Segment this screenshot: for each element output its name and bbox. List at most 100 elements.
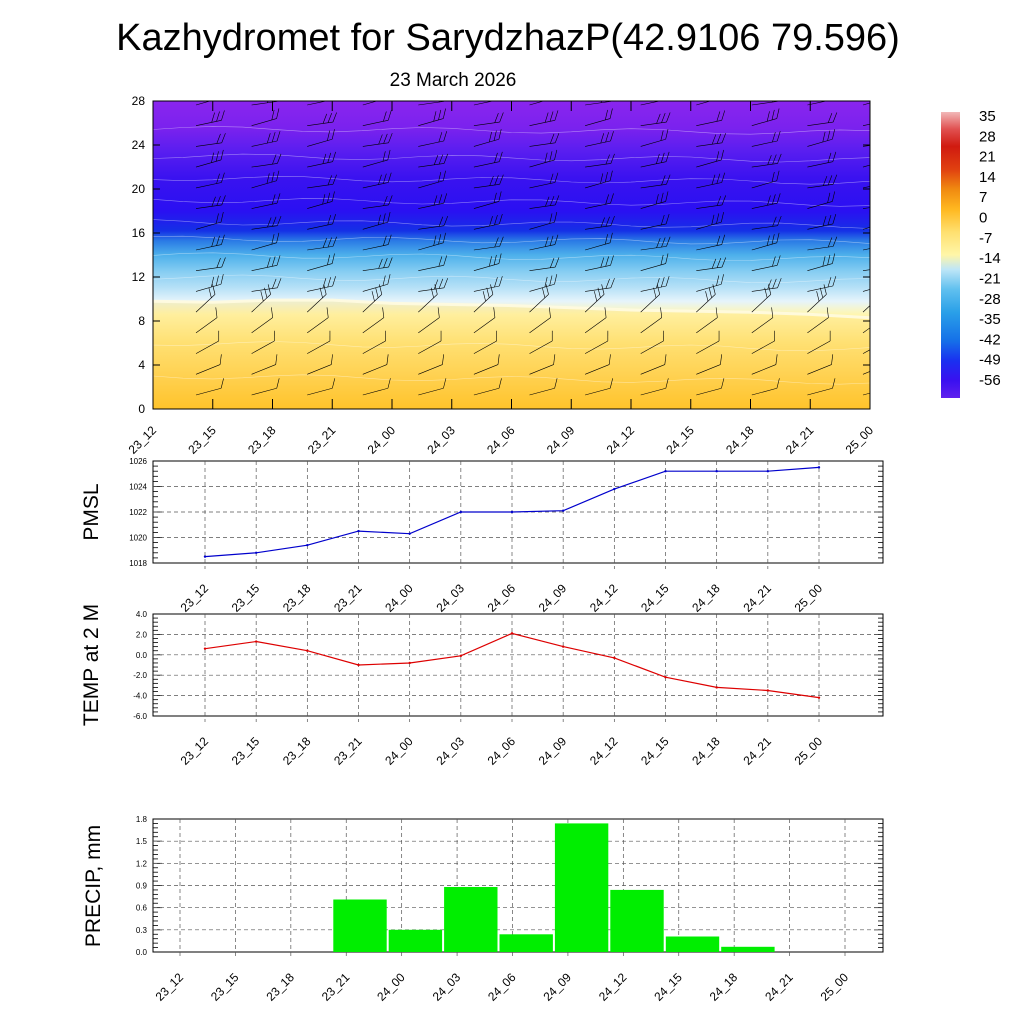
wind-barb: [696, 149, 724, 168]
data-point: [613, 656, 616, 660]
data-point: [408, 661, 411, 665]
wind-barb-shaft: [585, 118, 611, 126]
wind-barb: [696, 212, 724, 230]
wind-barb-flag: [220, 378, 224, 389]
x-tick-label: 24_09: [541, 970, 575, 1004]
wind-barb: [473, 378, 502, 396]
wind-barb-shaft: [473, 294, 494, 313]
wind-barb-shaft: [640, 340, 664, 354]
wind-barb-flag: [829, 330, 831, 341]
wind-barb-flag: [766, 111, 770, 122]
wind-barb: [751, 215, 782, 230]
wind-barb-flag: [721, 133, 727, 143]
wind-barb-flag: [776, 378, 780, 389]
wind-barb-shaft: [418, 140, 444, 147]
wind-barb-flag: [886, 378, 893, 388]
y-tick-label: 0.0: [136, 651, 148, 660]
wind-barb: [585, 153, 615, 168]
wind-barb: [751, 131, 781, 147]
wind-barb: [307, 330, 331, 354]
wind-barb-flag: [433, 279, 439, 290]
wind-barb: [696, 234, 726, 251]
panel-y-label: TEMP at 2 M: [80, 604, 103, 726]
heatmap-y-tick-label: 16: [132, 226, 146, 240]
colorbar-label: -28: [979, 291, 1001, 308]
colorbar-label: 35: [979, 108, 996, 125]
wind-barb-flag: [443, 278, 449, 288]
wind-barb: [640, 191, 669, 209]
wind-barb-flag: [438, 234, 442, 245]
wind-barb-shaft: [251, 101, 278, 106]
wind-barb-flag: [549, 111, 554, 122]
wind-barb-flag: [822, 256, 826, 267]
data-point: [203, 647, 207, 650]
wind-barb-shaft: [807, 285, 833, 292]
wind-barb-shaft: [251, 180, 277, 189]
wind-barb-flag: [881, 331, 890, 341]
wind-barb-shaft: [251, 364, 276, 375]
temperature-cross-section: 0 4 8 12 16 20 24 28 23_12 23_15 23_18 23_21 24_00 24…: [126, 89, 893, 457]
wind-barb-flag: [277, 101, 282, 102]
wind-barb-shaft: [307, 101, 333, 106]
wind-barb-flag: [714, 89, 721, 99]
wind-barb-flag: [438, 278, 444, 289]
wind-barb-flag: [547, 89, 554, 99]
wind-barb: [251, 131, 281, 147]
colorbar-label: -7: [979, 230, 992, 247]
wind-barb-flag: [832, 151, 837, 162]
wind-barb: [807, 276, 837, 292]
wind-barb-shaft: [696, 266, 723, 271]
wind-barb-flag: [887, 195, 893, 205]
wind-barb-shaft: [251, 202, 278, 209]
wind-barb-flag: [215, 275, 219, 286]
wind-barb: [751, 307, 774, 334]
wind-barb-shaft: [585, 242, 611, 251]
wind-barb-shaft: [696, 204, 723, 209]
wind-barb: [529, 212, 558, 230]
wind-barb-flag: [550, 133, 555, 144]
wind-barb-flag: [554, 110, 559, 121]
wind-barb-flag: [216, 258, 221, 268]
wind-barb-flag: [211, 236, 215, 247]
colorbar-label: -56: [979, 372, 1001, 389]
wind-barb-flag: [827, 175, 833, 186]
wind-barb-shaft: [473, 285, 500, 292]
wind-barb-flag: [494, 152, 498, 163]
wind-barb: [473, 284, 494, 313]
wind-barb: [585, 193, 614, 209]
wind-barb-flag: [277, 278, 282, 288]
wind-barb-flag: [544, 236, 549, 247]
wind-barb-shaft: [362, 142, 389, 147]
wind-barb-shaft: [362, 340, 386, 354]
wind-barb-flag: [661, 175, 666, 186]
y-tick-label: 1026: [129, 457, 147, 466]
heatmap-x-tick-label: 23_18: [245, 423, 279, 457]
wind-barb-flag: [882, 174, 889, 184]
x-tick-label: 24_03: [433, 734, 467, 768]
wind-barb-flag: [605, 132, 609, 143]
wind-barb-flag: [660, 130, 664, 141]
wind-barb-shaft: [418, 163, 445, 168]
wind-barb-shaft: [251, 225, 278, 230]
colorbar-label: 28: [979, 128, 996, 145]
wind-barb: [473, 354, 500, 375]
wind-barb-flag: [721, 274, 724, 285]
wind-barb-flag: [656, 278, 660, 289]
heatmap-y-tick-label: 20: [132, 182, 146, 196]
wind-barb-flag: [378, 258, 383, 269]
wind-barb: [251, 354, 278, 375]
heatmap-x-tick-label: 24_15: [663, 423, 697, 457]
wind-barb-flag: [832, 112, 838, 123]
wind-barb-flag: [600, 217, 605, 228]
wind-barb-flag: [610, 215, 615, 226]
wind-barb: [362, 354, 389, 375]
wind-barb-flag: [881, 276, 888, 286]
wind-barb-flag: [211, 276, 214, 288]
y-tick-label: 1018: [129, 559, 147, 568]
wind-barb: [195, 133, 226, 147]
wind-barb: [751, 170, 780, 189]
wind-barb-flag: [378, 134, 383, 145]
wind-barb-shaft: [251, 287, 278, 292]
wind-barb: [751, 108, 780, 126]
wind-barb: [807, 354, 834, 375]
